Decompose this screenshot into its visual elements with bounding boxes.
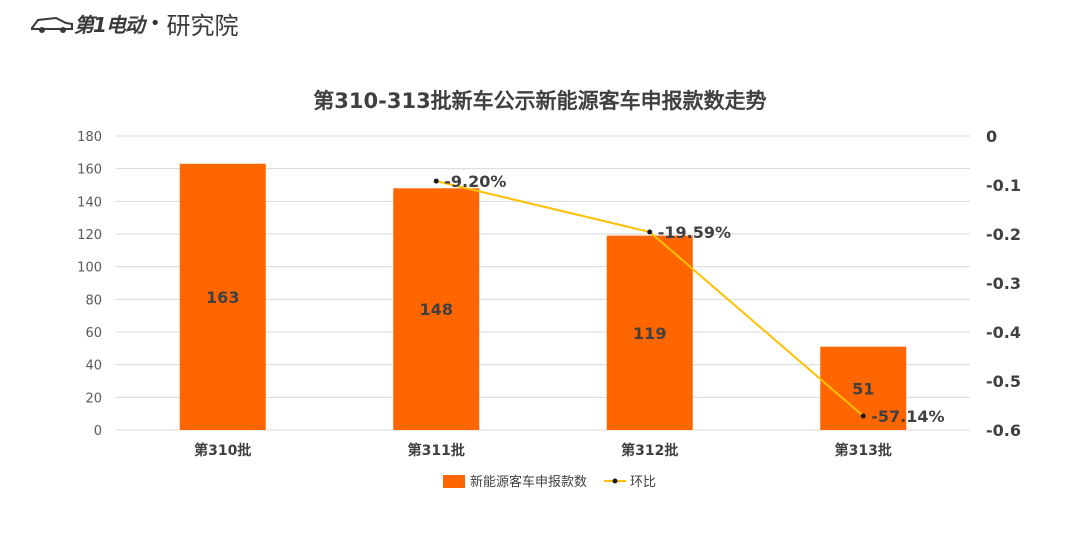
line-point xyxy=(647,229,653,235)
y-left-tick-label: 0 xyxy=(94,424,102,439)
bar-data-label: 163 xyxy=(206,288,239,307)
y-right-tick-label: -0.5 xyxy=(986,372,1021,391)
y-left-tick-label: 40 xyxy=(85,359,102,374)
car-icon xyxy=(31,16,73,33)
chart-title: 第310-313批新车公示新能源客车申报款数走势 xyxy=(313,89,766,113)
legend-swatch-bars xyxy=(443,475,465,488)
line-point xyxy=(433,178,439,184)
y-left-tick-label: 80 xyxy=(85,293,102,308)
x-tick-label: 第310批 xyxy=(194,442,251,459)
y-left-tick-label: 20 xyxy=(85,391,102,406)
legend-marker-ratio xyxy=(612,478,618,484)
y-right-tick-label: -0.6 xyxy=(986,421,1021,440)
y-right-tick-label: -0.3 xyxy=(986,274,1021,293)
y-left-tick-label: 100 xyxy=(77,261,102,276)
x-tick-label: 第313批 xyxy=(835,442,892,459)
y-right-tick-label: -0.4 xyxy=(986,323,1021,342)
y-left-tick-label: 180 xyxy=(77,130,102,145)
line-data-label: -57.14% xyxy=(871,407,944,426)
logo: 第1电动 • 研究院 xyxy=(30,6,239,40)
x-tick-label: 第311批 xyxy=(408,442,465,459)
bar xyxy=(179,163,266,430)
logo-separator: • xyxy=(149,12,161,34)
logo-brand: 第1电动 xyxy=(74,12,145,37)
y-left-tick-label: 160 xyxy=(77,163,102,178)
bar-data-label: 119 xyxy=(633,324,666,343)
legend-label-ratio: 环比 xyxy=(630,475,656,490)
bar xyxy=(606,235,693,430)
logo-suffix: 研究院 xyxy=(166,11,239,40)
bar-data-label: 51 xyxy=(852,379,874,398)
line-point xyxy=(860,413,866,419)
y-left-tick-label: 120 xyxy=(77,228,102,243)
y-left-tick-label: 140 xyxy=(77,195,102,210)
y-right-tick-label: -0.1 xyxy=(986,176,1021,195)
y-left-tick-label: 60 xyxy=(85,326,102,341)
line-data-label: -9.20% xyxy=(444,172,506,191)
y-right-tick-label: -0.2 xyxy=(986,225,1021,244)
y-right-tick-label: 0 xyxy=(986,127,997,146)
legend-label-bars: 新能源客车申报款数 xyxy=(470,474,587,490)
bar xyxy=(393,188,480,430)
bar-data-label: 148 xyxy=(420,300,453,319)
x-tick-label: 第312批 xyxy=(621,442,678,459)
line-data-label: -19.59% xyxy=(658,223,731,242)
